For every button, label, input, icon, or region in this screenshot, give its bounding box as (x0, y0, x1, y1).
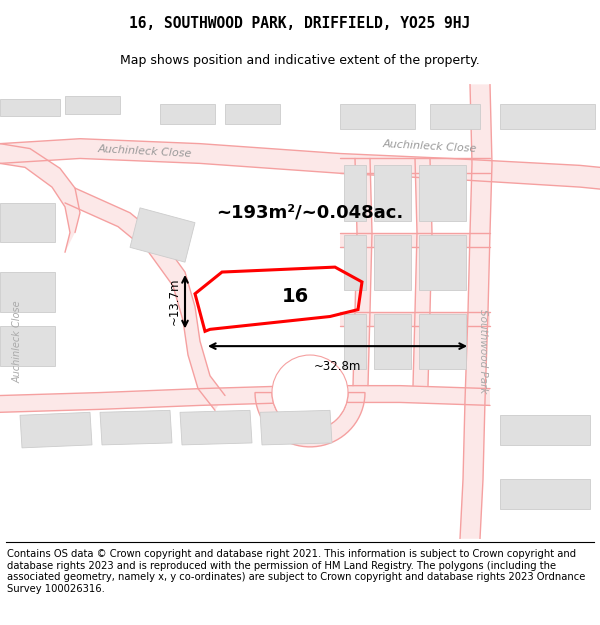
Polygon shape (340, 159, 490, 173)
Text: ~32.8m: ~32.8m (314, 360, 361, 373)
Polygon shape (419, 234, 466, 290)
Polygon shape (225, 104, 280, 124)
Polygon shape (340, 104, 415, 129)
Polygon shape (374, 314, 411, 369)
Polygon shape (419, 166, 466, 221)
Polygon shape (500, 104, 595, 129)
Polygon shape (0, 203, 55, 242)
Polygon shape (344, 234, 366, 290)
Text: ~193m²/~0.048ac.: ~193m²/~0.048ac. (217, 204, 404, 222)
Text: 16: 16 (281, 288, 308, 306)
Polygon shape (430, 104, 480, 129)
Polygon shape (0, 386, 490, 412)
Polygon shape (20, 412, 92, 448)
Polygon shape (0, 144, 80, 252)
Polygon shape (180, 411, 252, 445)
Polygon shape (340, 311, 490, 326)
Polygon shape (500, 415, 590, 445)
Polygon shape (344, 166, 366, 221)
Polygon shape (419, 314, 466, 369)
Text: Contains OS data © Crown copyright and database right 2021. This information is : Contains OS data © Crown copyright and d… (7, 549, 586, 594)
Polygon shape (65, 188, 225, 411)
Polygon shape (460, 84, 492, 539)
Polygon shape (160, 104, 215, 124)
Polygon shape (0, 139, 600, 189)
Polygon shape (344, 314, 366, 369)
Polygon shape (500, 479, 590, 509)
Text: ~13.7m: ~13.7m (168, 278, 181, 326)
Polygon shape (353, 159, 372, 386)
Polygon shape (340, 232, 490, 248)
Text: Map shows position and indicative extent of the property.: Map shows position and indicative extent… (120, 54, 480, 68)
Polygon shape (0, 326, 55, 366)
Polygon shape (100, 411, 172, 445)
Text: Auchinleck Close: Auchinleck Close (13, 300, 23, 382)
Polygon shape (0, 99, 60, 116)
Polygon shape (260, 411, 332, 445)
Polygon shape (374, 234, 411, 290)
Text: Auchinleck Close: Auchinleck Close (98, 144, 193, 159)
Polygon shape (413, 159, 432, 386)
Polygon shape (255, 392, 365, 447)
Text: Southwood Park: Southwood Park (478, 309, 488, 393)
Circle shape (272, 355, 348, 430)
Text: Auchinleck Close: Auchinleck Close (383, 139, 478, 154)
Text: 16, SOUTHWOOD PARK, DRIFFIELD, YO25 9HJ: 16, SOUTHWOOD PARK, DRIFFIELD, YO25 9HJ (130, 16, 470, 31)
Polygon shape (65, 96, 120, 114)
Polygon shape (130, 208, 195, 262)
Polygon shape (0, 272, 55, 311)
Polygon shape (374, 166, 411, 221)
